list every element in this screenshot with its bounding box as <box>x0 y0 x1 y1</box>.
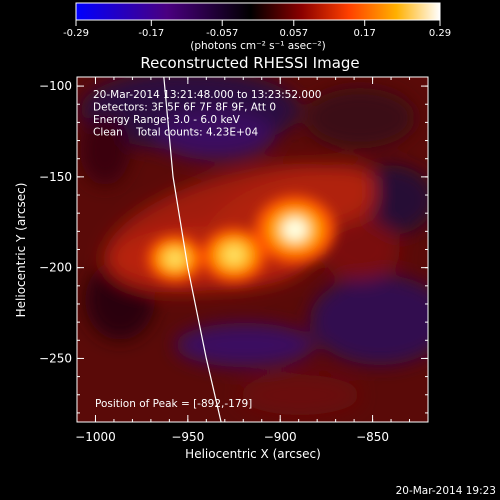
x-tick-label: −1000 <box>75 430 116 444</box>
source-peak <box>281 217 308 242</box>
source-peak <box>223 245 245 265</box>
colorbar-ticks: -0.29 -0.17 -0.057 0.057 0.17 0.29 <box>63 20 451 39</box>
chart-title: Reconstructed RHESSI Image <box>140 54 359 72</box>
y-axis: −250 −200 −150 −100 <box>39 79 428 414</box>
colorbar-tick-label: 0.17 <box>354 28 376 39</box>
x-axis-label: Heliocentric X (arcsec) <box>185 447 321 461</box>
colorbar-gradient <box>75 2 441 21</box>
colorbar-tick-label: -0.29 <box>63 28 89 39</box>
footer-timestamp: 20-Mar-2014 19:23 <box>396 485 496 497</box>
colorbar-unit-label: (photons cm⁻² s⁻¹ asec⁻²) <box>190 40 325 52</box>
annotation-line: 20-Mar-2014 13:21:48.000 to 13:23:52.000 <box>93 89 321 101</box>
y-tick-label: −250 <box>39 351 72 365</box>
colorbar-tick-label: -0.057 <box>206 28 238 39</box>
x-tick-label: −900 <box>264 430 297 444</box>
y-tick-label: −150 <box>39 170 72 184</box>
annotation-line: Detectors: 3F 5F 6F 7F 8F 9F, Att 0 <box>93 102 276 114</box>
heatmap-image <box>77 77 428 422</box>
annotation-line: Energy Range: 3.0 - 6.0 keV <box>93 114 241 126</box>
y-tick-label: −100 <box>39 79 72 93</box>
annotation-block: 20-Mar-2014 13:21:48.000 to 13:23:52.000… <box>93 89 321 139</box>
solar-limb-curve <box>163 77 222 422</box>
annotation-line: Clean Total counts: 4.23E+04 <box>93 127 258 139</box>
y-axis-label: Heliocentric Y (arcsec) <box>14 183 28 318</box>
x-tick-label: −850 <box>356 430 389 444</box>
peak-position-label: Position of Peak = [-892,-179] <box>95 398 252 410</box>
colorbar: -0.29 -0.17 -0.057 0.057 0.17 0.29 (photons c… <box>63 2 451 52</box>
source-peak <box>166 250 184 267</box>
y-tick-label: −200 <box>39 261 72 275</box>
x-tick-label: −950 <box>171 430 204 444</box>
x-axis: −1000 −950 −900 −850 <box>75 77 411 444</box>
colorbar-tick-label: -0.17 <box>138 28 164 39</box>
colorbar-tick-label: 0.29 <box>429 28 451 39</box>
colorbar-tick-label: 0.057 <box>279 28 308 39</box>
